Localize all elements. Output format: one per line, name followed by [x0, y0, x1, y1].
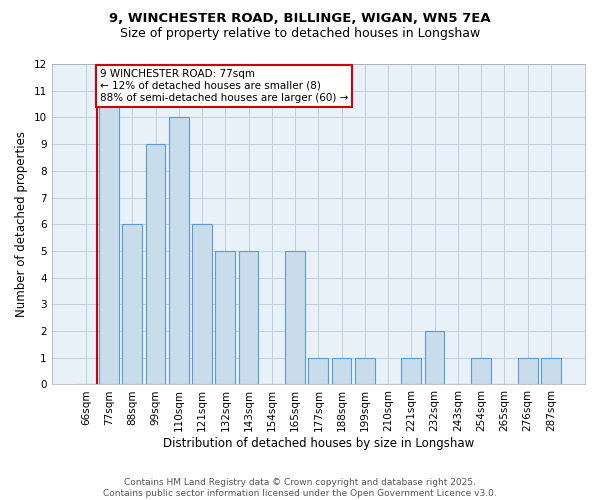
Text: Size of property relative to detached houses in Longshaw: Size of property relative to detached ho… [120, 28, 480, 40]
Bar [355, 358, 375, 384]
Bar [425, 331, 445, 384]
Bar [146, 144, 166, 384]
Bar [215, 251, 235, 384]
Bar [285, 251, 305, 384]
Bar [518, 358, 538, 384]
Text: 9 WINCHESTER ROAD: 77sqm
← 12% of detached houses are smaller (8)
88% of semi-de: 9 WINCHESTER ROAD: 77sqm ← 12% of detach… [100, 70, 348, 102]
Bar [192, 224, 212, 384]
Text: 9, WINCHESTER ROAD, BILLINGE, WIGAN, WN5 7EA: 9, WINCHESTER ROAD, BILLINGE, WIGAN, WN5… [109, 12, 491, 26]
Bar [332, 358, 352, 384]
Bar [471, 358, 491, 384]
Text: Contains HM Land Registry data © Crown copyright and database right 2025.
Contai: Contains HM Land Registry data © Crown c… [103, 478, 497, 498]
Bar [401, 358, 421, 384]
Bar [239, 251, 259, 384]
Bar [122, 224, 142, 384]
X-axis label: Distribution of detached houses by size in Longshaw: Distribution of detached houses by size … [163, 437, 474, 450]
Bar [99, 90, 119, 385]
Y-axis label: Number of detached properties: Number of detached properties [15, 131, 28, 317]
Bar [169, 118, 188, 384]
Bar [308, 358, 328, 384]
Bar [541, 358, 561, 384]
